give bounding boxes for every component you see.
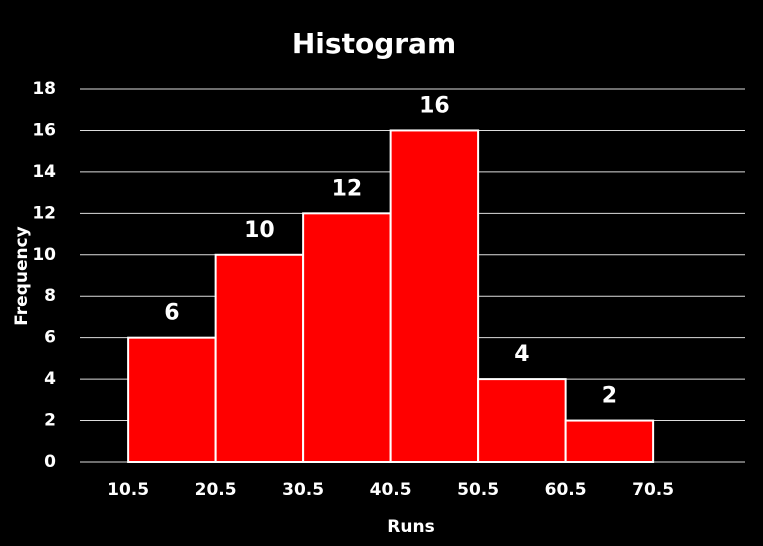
x-tick-label: 20.5 bbox=[195, 480, 237, 500]
bar bbox=[127, 336, 217, 463]
x-tick-label: 60.5 bbox=[545, 480, 587, 500]
y-tick-label: 0 bbox=[44, 452, 56, 472]
y-tick-label: 16 bbox=[32, 120, 56, 140]
x-tick-label: 40.5 bbox=[370, 480, 412, 500]
x-axis-title: Runs bbox=[387, 517, 434, 537]
y-tick-label: 4 bbox=[44, 369, 56, 389]
y-tick-label: 6 bbox=[44, 328, 56, 348]
y-tick-label: 10 bbox=[32, 245, 56, 265]
value-label: 2 bbox=[602, 384, 617, 409]
x-tick-label: 70.5 bbox=[632, 480, 674, 500]
y-tick-label: 14 bbox=[32, 162, 56, 182]
value-label: 16 bbox=[419, 93, 450, 118]
value-label: 4 bbox=[514, 342, 529, 367]
x-tick-label: 30.5 bbox=[282, 480, 324, 500]
x-tick-label: 50.5 bbox=[457, 480, 499, 500]
y-axis-title: Frequency bbox=[12, 226, 32, 326]
y-tick-label: 12 bbox=[32, 203, 56, 223]
y-tick-label: 2 bbox=[44, 411, 56, 431]
bar bbox=[302, 212, 392, 463]
bar bbox=[564, 419, 655, 463]
x-tick-label: 10.5 bbox=[107, 480, 149, 500]
value-label: 12 bbox=[332, 176, 363, 201]
y-tick-label: 8 bbox=[44, 286, 56, 306]
bar bbox=[389, 129, 480, 463]
value-label: 10 bbox=[244, 218, 275, 243]
y-tick-label: 18 bbox=[32, 79, 56, 99]
chart-title: Histogram bbox=[292, 27, 456, 60]
bar bbox=[214, 253, 305, 463]
bar bbox=[477, 378, 567, 463]
value-label: 6 bbox=[164, 301, 179, 326]
